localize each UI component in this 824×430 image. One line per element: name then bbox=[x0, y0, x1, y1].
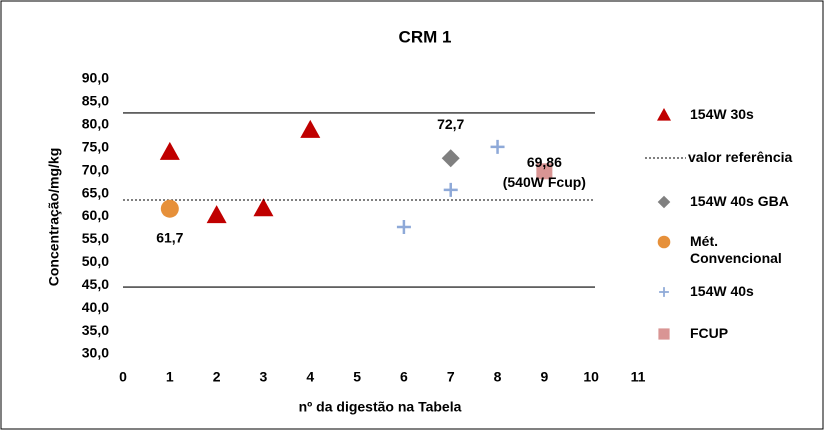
x-tick-label: 3 bbox=[260, 369, 268, 385]
x-tick-label: 11 bbox=[631, 369, 646, 385]
circle-marker bbox=[160, 199, 179, 218]
y-axis-label: Concentração/mg/kg bbox=[46, 148, 62, 286]
legend-label: 154W 40s bbox=[690, 283, 754, 299]
data-label: 61,7 bbox=[156, 229, 183, 245]
annotation: (540W Fcup) bbox=[503, 174, 586, 190]
y-tick-label: 55,0 bbox=[82, 230, 109, 246]
y-tick-label: 85,0 bbox=[82, 93, 109, 109]
y-tick-label: 60,0 bbox=[82, 207, 109, 223]
y-tick-label: 80,0 bbox=[82, 116, 109, 132]
triangle-marker bbox=[300, 119, 321, 138]
plus-marker bbox=[490, 139, 505, 154]
y-tick-label: 90,0 bbox=[82, 70, 109, 86]
legend-label: FCUP bbox=[690, 325, 729, 341]
legend-swatch bbox=[657, 235, 671, 249]
triangle-marker bbox=[206, 205, 227, 224]
diamond-marker bbox=[441, 149, 460, 168]
y-tick-label: 40,0 bbox=[82, 299, 109, 315]
plus-marker bbox=[396, 220, 411, 235]
chart-title: CRM 1 bbox=[399, 27, 452, 46]
data-label: 72,7 bbox=[437, 116, 464, 132]
plus-marker bbox=[443, 182, 458, 197]
triangle-marker bbox=[159, 141, 180, 160]
x-tick-label: 0 bbox=[119, 369, 127, 385]
y-tick-label: 45,0 bbox=[82, 276, 109, 292]
x-tick-label: 10 bbox=[583, 369, 599, 385]
legend-swatch bbox=[659, 287, 669, 297]
y-tick-label: 75,0 bbox=[82, 138, 109, 154]
y-tick-label: 65,0 bbox=[82, 184, 109, 200]
x-tick-label: 1 bbox=[166, 369, 174, 385]
x-tick-label: 7 bbox=[447, 369, 455, 385]
y-tick-label: 35,0 bbox=[82, 322, 109, 338]
x-tick-label: 9 bbox=[540, 369, 548, 385]
legend-label: 154W 40s GBA bbox=[690, 193, 789, 209]
x-tick-label: 2 bbox=[213, 369, 221, 385]
legend-swatch bbox=[657, 108, 671, 121]
x-tick-label: 4 bbox=[306, 369, 314, 385]
legend-swatch bbox=[657, 195, 671, 209]
y-tick-label: 50,0 bbox=[82, 253, 109, 269]
data-label: 69,86 bbox=[527, 154, 562, 170]
x-axis-label: nº da digestão na Tabela bbox=[299, 399, 462, 415]
legend-label: Mét. Convencional bbox=[690, 233, 782, 266]
x-tick-label: 8 bbox=[494, 369, 502, 385]
square-marker bbox=[536, 163, 553, 180]
x-tick-label: 5 bbox=[353, 369, 361, 385]
legend-label: valor referência bbox=[688, 149, 793, 165]
y-tick-label: 30,0 bbox=[82, 345, 109, 361]
y-tick-label: 70,0 bbox=[82, 161, 109, 177]
x-tick-label: 6 bbox=[400, 369, 408, 385]
triangle-marker bbox=[253, 198, 274, 217]
legend-swatch bbox=[658, 328, 670, 340]
legend-label: 154W 30s bbox=[690, 106, 754, 122]
